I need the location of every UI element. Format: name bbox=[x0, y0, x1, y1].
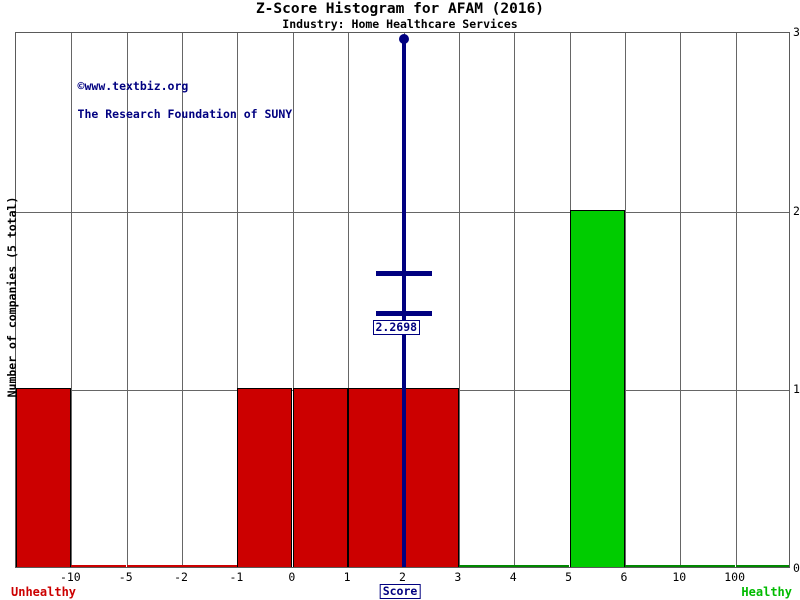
gridline-vertical bbox=[71, 33, 72, 567]
score-marker-cap-bottom bbox=[375, 311, 432, 316]
watermark-line-1: ©www.textbiz.org bbox=[77, 79, 189, 93]
axis-baseline-strip bbox=[71, 565, 126, 567]
axis-baseline-strip bbox=[182, 565, 237, 567]
legend-unhealthy: Unhealthy bbox=[11, 585, 77, 599]
x-tick-label: 2 bbox=[399, 570, 406, 584]
axis-baseline-strip bbox=[680, 565, 735, 567]
legend-healthy: Healthy bbox=[741, 585, 792, 599]
histogram-bar bbox=[348, 388, 403, 567]
x-tick-label: -5 bbox=[118, 570, 133, 584]
y-tick-label: 0 bbox=[793, 561, 800, 575]
page-title: Z-Score Histogram for AFAM (2016) bbox=[255, 1, 545, 17]
histogram-bar bbox=[404, 388, 459, 567]
x-tick-label: 3 bbox=[454, 570, 462, 584]
gridline-vertical bbox=[459, 33, 460, 567]
axis-baseline-strip bbox=[459, 565, 514, 567]
x-tick-label: 10 bbox=[672, 570, 687, 584]
gridline-vertical bbox=[514, 33, 515, 567]
x-tick-label: 1 bbox=[343, 570, 351, 584]
x-tick-label: 0 bbox=[288, 570, 296, 584]
axis-baseline-strip bbox=[127, 565, 182, 567]
plot-area: ©www.textbiz.org The Research Foundation… bbox=[15, 32, 790, 568]
x-tick-label: 100 bbox=[724, 570, 746, 584]
score-marker-cap-top bbox=[375, 271, 432, 276]
watermark: ©www.textbiz.org The Research Foundation… bbox=[36, 65, 293, 135]
gridline-vertical bbox=[127, 33, 128, 567]
gridline-vertical bbox=[182, 33, 183, 567]
gridline-vertical bbox=[237, 33, 238, 567]
watermark-line-2: The Research Foundation of SUNY bbox=[77, 107, 293, 121]
gridline-vertical bbox=[348, 33, 349, 567]
x-tick-label: -1 bbox=[229, 570, 244, 584]
x-tick-label: -2 bbox=[174, 570, 188, 584]
x-tick-label: 5 bbox=[565, 570, 573, 584]
score-marker-dot bbox=[398, 34, 409, 44]
histogram-bar bbox=[16, 388, 71, 567]
score-marker-line bbox=[401, 39, 406, 567]
gridline-vertical bbox=[736, 33, 737, 567]
gridline-vertical bbox=[625, 33, 626, 567]
x-axis-title: Score bbox=[379, 584, 421, 599]
y-tick-label: 3 bbox=[793, 25, 800, 39]
gridline-vertical bbox=[680, 33, 681, 567]
y-tick-label: 2 bbox=[793, 203, 800, 218]
x-tick-label: -10 bbox=[59, 570, 81, 584]
y-tick-label: 1 bbox=[793, 382, 800, 397]
histogram-bar bbox=[570, 210, 625, 567]
axis-baseline-strip bbox=[625, 565, 680, 567]
x-tick-label: 4 bbox=[509, 570, 517, 584]
y-axis-title: Number of companies (5 total) bbox=[5, 196, 19, 398]
histogram-bar bbox=[237, 388, 292, 567]
axis-baseline-strip bbox=[514, 565, 569, 567]
score-value-label: 2.2698 bbox=[372, 320, 421, 335]
gridline-vertical bbox=[293, 33, 294, 567]
axis-baseline-strip bbox=[736, 565, 789, 567]
histogram-bar bbox=[293, 388, 348, 567]
chart-subtitle: Industry: Home Healthcare Services bbox=[282, 17, 518, 31]
x-tick-label: 6 bbox=[620, 570, 628, 584]
